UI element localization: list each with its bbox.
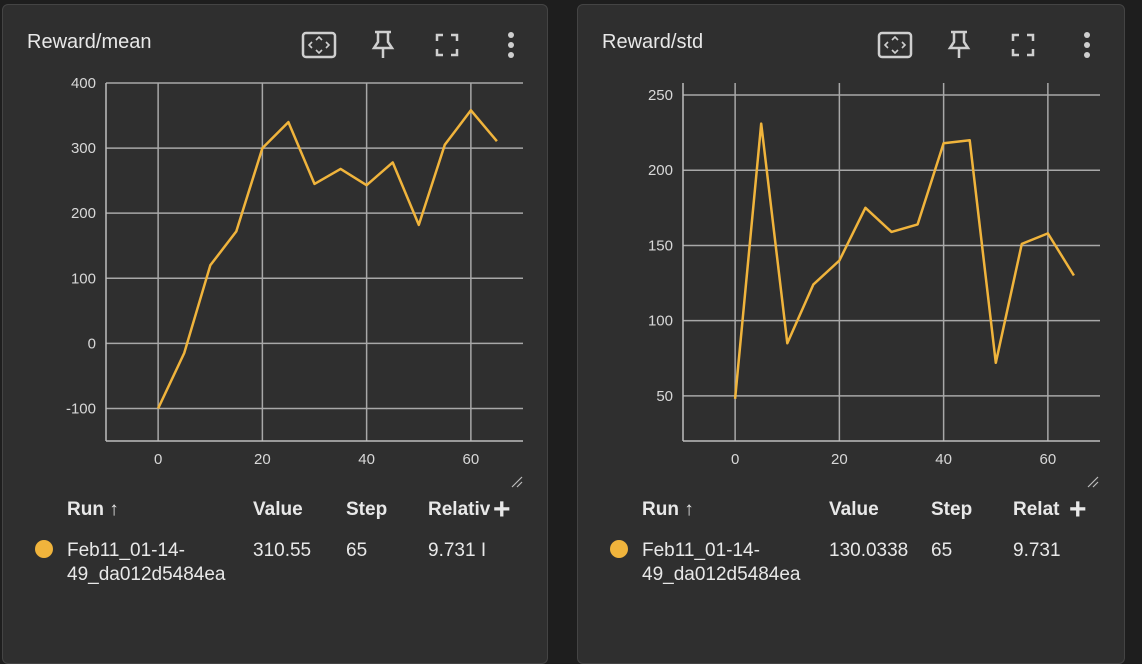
add-column-button[interactable]: + bbox=[493, 493, 511, 526]
series-line[interactable] bbox=[733, 122, 1075, 400]
x-tick-label: 20 bbox=[254, 451, 271, 468]
column-header-run[interactable]: Run ↑ bbox=[642, 499, 694, 520]
y-tick-label: 100 bbox=[648, 313, 673, 330]
x-tick-label: 60 bbox=[1040, 451, 1057, 468]
x-tick-label: 0 bbox=[731, 451, 739, 468]
y-tick-label: -100 bbox=[66, 400, 96, 417]
add-column-button[interactable]: + bbox=[1069, 493, 1087, 526]
run-value: 130.0338 bbox=[829, 540, 909, 561]
column-header-step[interactable]: Step bbox=[346, 499, 388, 520]
column-header-relative[interactable]: Relat bbox=[1013, 499, 1060, 520]
column-header-value[interactable]: Value bbox=[829, 499, 879, 520]
run-step: 65 bbox=[346, 540, 368, 561]
y-tick-label: 200 bbox=[648, 162, 673, 179]
chart-card-reward-std: Reward/std 50 100 150 200 250 0 20 40 60 Run ↑ V… bbox=[577, 4, 1125, 664]
run-name-line2: 49_da012d5484ea bbox=[67, 564, 226, 585]
series-line[interactable] bbox=[156, 109, 498, 410]
chart-card-reward-mean: Reward/mean -100 0 100 200 300 400 0 20 40 60 Run… bbox=[2, 4, 548, 664]
gridlines bbox=[683, 83, 1100, 441]
column-header-run[interactable]: Run ↑ bbox=[67, 499, 119, 520]
run-name-line1: Feb11_01-14- bbox=[642, 540, 760, 561]
run-step: 65 bbox=[931, 540, 953, 561]
x-tick-label: 60 bbox=[463, 451, 480, 468]
x-tick-label: 40 bbox=[358, 451, 375, 468]
y-tick-label: 50 bbox=[656, 388, 673, 405]
chart-title: Reward/mean bbox=[27, 31, 152, 53]
run-color-dot bbox=[35, 540, 53, 558]
fullscreen-icon[interactable] bbox=[1005, 27, 1041, 63]
y-tick-label: 150 bbox=[648, 237, 673, 254]
line-chart[interactable]: 50 100 150 200 250 0 20 40 60 bbox=[578, 75, 1126, 475]
resize-handle-icon[interactable] bbox=[1087, 476, 1099, 488]
fullscreen-icon[interactable] bbox=[429, 27, 465, 63]
y-tick-label: 0 bbox=[88, 335, 96, 352]
run-relative: 9.731 I bbox=[428, 540, 487, 561]
x-tick-label: 20 bbox=[831, 451, 848, 468]
column-header-step[interactable]: Step bbox=[931, 499, 973, 520]
run-name-line2: 49_da012d5484ea bbox=[642, 564, 801, 585]
run-value: 310.55 bbox=[253, 540, 312, 561]
y-tick-label: 400 bbox=[71, 75, 96, 92]
chart-title: Reward/std bbox=[602, 31, 704, 53]
y-tick-label: 300 bbox=[71, 140, 96, 157]
x-tick-label: 0 bbox=[154, 451, 162, 468]
y-tick-label: 100 bbox=[71, 270, 96, 287]
fit-domain-icon[interactable] bbox=[877, 27, 913, 63]
run-name-line1: Feb11_01-14- bbox=[67, 540, 185, 561]
pin-icon[interactable] bbox=[941, 27, 977, 63]
line-chart[interactable]: -100 0 100 200 300 400 0 20 40 60 bbox=[3, 75, 549, 475]
run-relative: 9.731 bbox=[1013, 540, 1061, 561]
more-vert-icon[interactable] bbox=[1069, 27, 1105, 63]
run-color-dot bbox=[610, 540, 628, 558]
y-tick-label: 250 bbox=[648, 87, 673, 104]
run-name: Feb11_01-14- 49_da012d5484ea bbox=[67, 539, 226, 587]
fit-domain-icon[interactable] bbox=[301, 27, 337, 63]
x-tick-label: 40 bbox=[935, 451, 952, 468]
gridlines bbox=[106, 82, 523, 441]
run-name: Feb11_01-14- 49_da012d5484ea bbox=[642, 539, 801, 587]
column-header-value[interactable]: Value bbox=[253, 499, 303, 520]
resize-handle-icon[interactable] bbox=[511, 476, 523, 488]
column-header-relative[interactable]: Relativ bbox=[428, 499, 490, 520]
pin-icon[interactable] bbox=[365, 27, 401, 63]
more-vert-icon[interactable] bbox=[493, 27, 529, 63]
y-tick-label: 200 bbox=[71, 205, 96, 222]
